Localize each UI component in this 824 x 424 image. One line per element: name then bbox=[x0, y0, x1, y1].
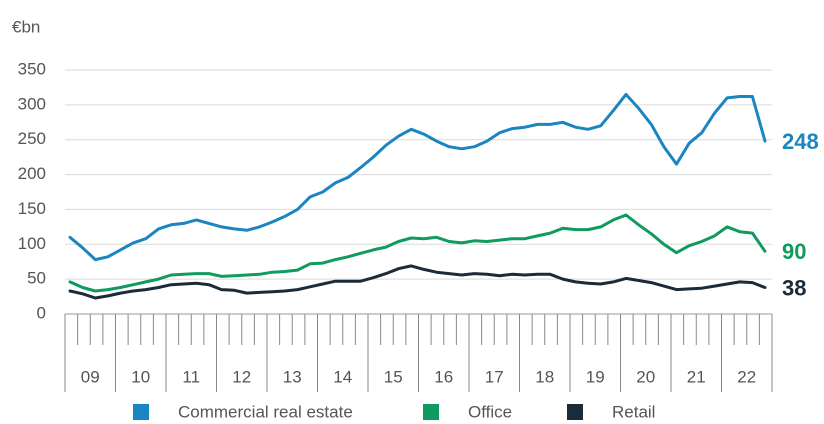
legend-swatch bbox=[423, 404, 439, 420]
line bbox=[68, 264, 767, 300]
y-tick-label: 250 bbox=[18, 129, 46, 148]
x-tick-label: 09 bbox=[81, 367, 100, 386]
y-tick-label: 150 bbox=[18, 199, 46, 218]
legend-label: Commercial real estate bbox=[178, 402, 353, 421]
x-tick-label: 12 bbox=[232, 367, 251, 386]
y-tick-label: 50 bbox=[27, 269, 46, 288]
y-tick-label: 300 bbox=[18, 94, 46, 113]
x-tick-label: 18 bbox=[535, 367, 554, 386]
legend-label: Office bbox=[468, 402, 512, 421]
x-tick-label: 17 bbox=[485, 367, 504, 386]
line bbox=[68, 213, 767, 293]
end-value-label: 90 bbox=[782, 239, 806, 264]
legend-swatch bbox=[133, 404, 149, 420]
x-tick-label: 21 bbox=[687, 367, 706, 386]
x-tick-label: 15 bbox=[384, 367, 403, 386]
x-tick-label: 22 bbox=[737, 367, 756, 386]
x-tick-label: 10 bbox=[131, 367, 150, 386]
y-tick-label: 200 bbox=[18, 164, 46, 183]
end-value-label: 248 bbox=[782, 129, 819, 154]
legend-label: Retail bbox=[612, 402, 655, 421]
y-tick-label: 100 bbox=[18, 234, 46, 253]
end-value-label: 38 bbox=[782, 275, 806, 300]
x-tick-label: 13 bbox=[283, 367, 302, 386]
y-tick-label: 0 bbox=[37, 303, 46, 322]
x-tick-label: 11 bbox=[182, 367, 200, 386]
line bbox=[68, 92, 767, 262]
x-tick-label: 19 bbox=[586, 367, 605, 386]
x-tick-label: 20 bbox=[636, 367, 655, 386]
x-tick-label: 14 bbox=[333, 367, 352, 386]
legend-swatch bbox=[567, 404, 583, 420]
y-tick-label: 350 bbox=[18, 59, 46, 78]
y-axis-label: €bn bbox=[12, 17, 40, 36]
x-tick-label: 16 bbox=[434, 367, 453, 386]
